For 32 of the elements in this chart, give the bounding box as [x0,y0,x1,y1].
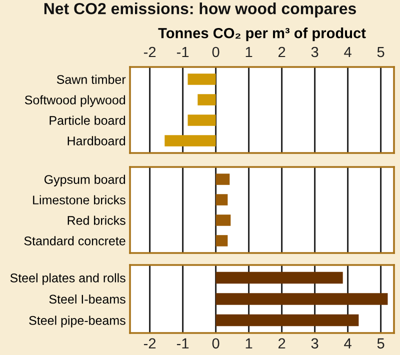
x2-tick-label: -1 [176,46,189,58]
x2-tick-label: 1 [246,46,252,58]
x-tick-label: 5 [377,338,384,349]
x2-tick-label: 5 [377,46,384,58]
x-tick-label: 4 [344,338,352,348]
x2-tick-label: -2 [144,46,156,58]
x-tick-label: 0 [212,338,220,349]
x-tick-label: 1 [246,338,252,348]
y-tick-label: Steel pipe-beams [29,316,126,328]
bar [216,293,388,305]
x2-tick-label: 4 [344,46,352,58]
y-tick-label: Steel I-beams [49,294,126,304]
y-tick-label: Sawn timber [56,74,126,84]
x2-tick-label: 2 [278,46,286,58]
bar [216,272,343,284]
chart-title: Net CO2 emissions: how wood compares [44,2,356,18]
x-tick-label: 2 [278,338,286,348]
y-tick-label: Particle board [50,116,126,125]
y-tick-label: Hardboard [68,136,126,146]
bar [216,314,359,326]
y-tick-label: Red bricks [68,216,126,225]
x-tick-label: -1 [176,338,189,348]
y-tick-label: Steel plates and rolls [10,273,126,285]
y-tick-label: Softwood plywood [24,95,126,107]
x2-tick-label: 3 [311,46,318,58]
x2-tick-label: 0 [212,46,220,58]
y-tick-label: Gypsum board [44,174,126,186]
y-tick-label: Limestone bricks [33,195,126,204]
x-tick-label: 3 [311,338,318,349]
x2-axis-title: Tonnes CO₂ per m³ of product [158,28,366,42]
y-tick-label: Standard concrete [24,236,126,246]
x-tick-label: -2 [144,338,156,348]
